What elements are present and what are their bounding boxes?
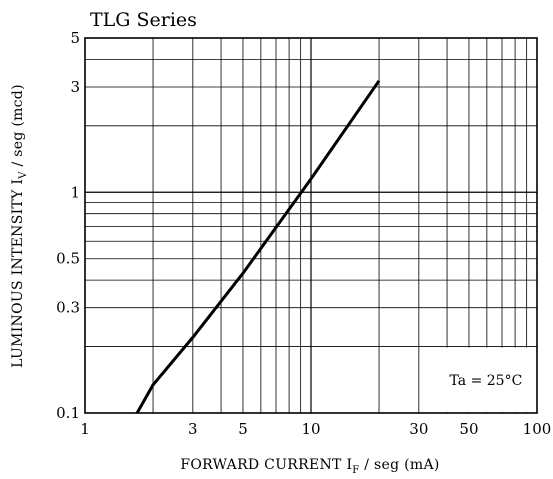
x-tick-label: 5 (238, 420, 248, 438)
annotation-box (419, 347, 536, 412)
y-tick-label: 3 (70, 78, 80, 96)
y-axis-label-subscript: V (18, 171, 29, 180)
series-group (135, 79, 381, 414)
series-line (135, 79, 381, 414)
x-axis-label-rest: / seg (mA) (360, 457, 440, 473)
y-axis-label-main: LUMINOUS INTENSITY I (10, 179, 26, 368)
y-axis-label: LUMINOUS INTENSITY IV / seg (mcd) (10, 84, 29, 368)
x-tick-label: 50 (459, 420, 478, 438)
x-tick-label: 10 (301, 420, 320, 438)
chart-title: TLG Series (90, 9, 197, 31)
x-axis-label: FORWARD CURRENT IF / seg (mA) (180, 457, 439, 476)
y-tick-label: 5 (70, 29, 80, 47)
x-axis-label-main: FORWARD CURRENT I (180, 457, 352, 473)
y-axis-label-rest: / seg (mcd) (10, 84, 26, 171)
x-tick-label: 1 (80, 420, 90, 438)
x-axis-label-subscript: F (352, 465, 359, 476)
x-tick-label: 3 (188, 420, 198, 438)
y-tick-label: 0.1 (56, 404, 80, 422)
temperature-annotation: Ta = 25°C (450, 373, 523, 389)
y-tick-label: 1 (70, 183, 80, 201)
x-tick-label: 100 (523, 420, 552, 438)
x-tick-labels: 1 3 5 10 30 50 100 (80, 420, 551, 438)
y-tick-label: 0.3 (56, 299, 80, 317)
y-tick-label: 0.5 (56, 250, 80, 268)
y-tick-labels: 0.1 0.3 0.5 1 3 5 (56, 29, 80, 422)
plot-frame (84, 37, 538, 414)
x-tick-label: 30 (409, 420, 428, 438)
